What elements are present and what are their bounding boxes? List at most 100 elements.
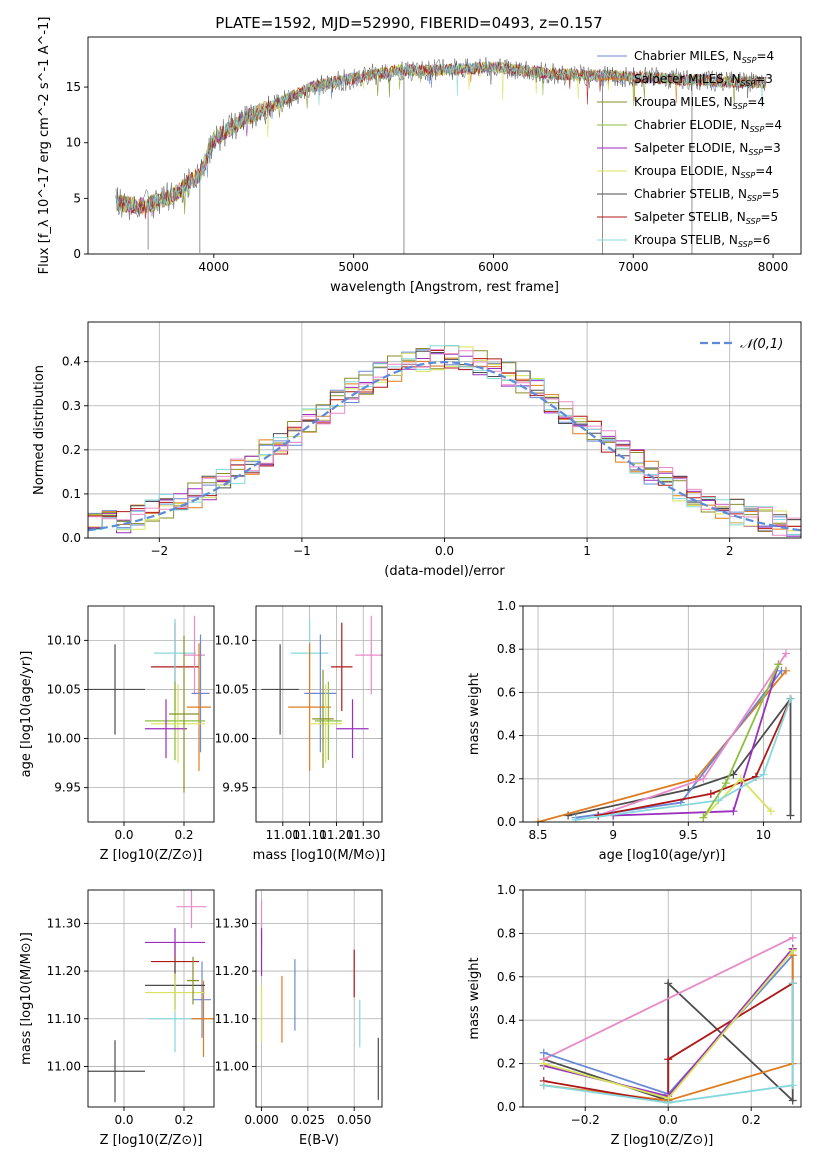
weight-marker bbox=[788, 1081, 797, 1090]
x-tick-label: 9 bbox=[609, 828, 617, 842]
legend-entry: Salpeter ELODIE, NSSP=3 bbox=[634, 141, 781, 157]
legend-entry: Kroupa ELODIE, NSSP=4 bbox=[634, 164, 773, 180]
y-tick-label: 5 bbox=[73, 191, 81, 205]
weight-marker bbox=[766, 807, 775, 816]
y-axis-label: mass [log10(M/M⊙)] bbox=[19, 932, 34, 1065]
weight-line bbox=[702, 663, 780, 819]
x-axis-label: Z [log10(Z/Z⊙)] bbox=[611, 1133, 714, 1148]
legend-entry: Salpeter MILES, NSSP=3 bbox=[634, 72, 773, 88]
y-tick-label: 10 bbox=[66, 136, 81, 150]
x-tick-label: 11.30 bbox=[346, 828, 380, 842]
weight-line bbox=[543, 983, 794, 1104]
y-tick-label: 11.30 bbox=[47, 916, 81, 930]
x-tick-label: −0.2 bbox=[571, 1113, 600, 1127]
weight-marker bbox=[788, 1096, 797, 1105]
y-tick-label: 0.0 bbox=[62, 531, 81, 545]
plot-area bbox=[88, 890, 214, 1103]
x-tick-label: 7000 bbox=[618, 260, 649, 274]
y-tick-label: 11.20 bbox=[47, 964, 81, 978]
plot-area bbox=[534, 649, 795, 822]
weight-marker bbox=[664, 979, 673, 988]
y-tick-label: 9.95 bbox=[222, 781, 249, 795]
weight-marker bbox=[736, 774, 745, 783]
weight-marker bbox=[788, 979, 797, 988]
x-axis-label: Z [log10(Z/Z⊙)] bbox=[100, 848, 203, 863]
y-tick-label: 10.10 bbox=[215, 633, 249, 647]
y-tick-label: 11.10 bbox=[47, 1012, 81, 1026]
weight-marker bbox=[571, 815, 580, 822]
y-axis-label: mass weight bbox=[467, 673, 482, 755]
weight-marker bbox=[534, 818, 543, 822]
weight-marker bbox=[699, 813, 708, 822]
y-tick-label: 0.1 bbox=[62, 487, 81, 501]
y-axis-label: Flux [f_λ 10^-17 erg cm^-2 s^-1 A^-1] bbox=[37, 17, 52, 275]
y-tick-label: 0.4 bbox=[497, 1013, 516, 1027]
panel-mass_vs_Z: 0.0 0.2 11.00 11.10 11.20 11.30 Z [log10(Z/Z⊙)… bbox=[19, 889, 215, 1148]
y-tick-label: 0 bbox=[73, 247, 81, 261]
panel-age_vs_Z: 0.0 0.2 9.95 10.00 10.05 10.10 Z [log10(Z/Z⊙)]… bbox=[19, 605, 215, 863]
y-axis-label: Normed distribution bbox=[32, 365, 47, 495]
x-tick-label: 0.2 bbox=[174, 1113, 193, 1127]
axes-box bbox=[255, 605, 383, 823]
x-tick-label: 9.5 bbox=[679, 828, 698, 842]
axes-frame: 0.000 0.025 0.050 11.00 11.10 11.20 11.30 E(B-V… bbox=[215, 889, 383, 1148]
y-tick-label: 0.8 bbox=[497, 926, 516, 940]
weight-marker bbox=[699, 774, 708, 783]
weight-marker bbox=[788, 933, 797, 942]
y-tick-label: 11.30 bbox=[215, 916, 249, 930]
axes-box bbox=[522, 889, 802, 1108]
y-tick-label: 10.05 bbox=[47, 682, 81, 696]
normal-curve bbox=[88, 360, 801, 532]
y-tick-label: 1.0 bbox=[497, 599, 516, 613]
x-tick-label: 2 bbox=[726, 544, 734, 558]
x-tick-label: 1 bbox=[583, 544, 591, 558]
axes-frame: 4000 5000 6000 7000 8000 0 5 10 15 wavelength [An… bbox=[37, 17, 802, 295]
y-tick-label: 11.10 bbox=[215, 1012, 249, 1026]
plot-area bbox=[115, 56, 767, 254]
histogram-step bbox=[88, 349, 801, 538]
y-tick-label: 11.00 bbox=[47, 1059, 81, 1073]
axes-box bbox=[87, 605, 215, 823]
axes-box bbox=[87, 36, 802, 255]
x-tick-label: 11.10 bbox=[292, 828, 326, 842]
weight-line bbox=[543, 936, 794, 1061]
y-axis-label: mass weight bbox=[467, 957, 482, 1039]
x-tick-label: 0.2 bbox=[742, 1113, 761, 1127]
legend-entry: 𝒩(0,1) bbox=[740, 337, 783, 352]
x-tick-label: 0.025 bbox=[291, 1113, 325, 1127]
panel-weight_vs_Z: −0.2 0.0 0.2 0.0 0.2 0.4 0.6 0.8 1.0 Z [log10(Z/Z… bbox=[467, 883, 802, 1148]
plot-area bbox=[88, 345, 801, 538]
legend-entry: Kroupa MILES, NSSP=4 bbox=[634, 95, 765, 111]
y-tick-label: 0.0 bbox=[497, 1100, 516, 1114]
axes-frame: 0.0 0.2 9.95 10.00 10.05 10.10 Z [log10(Z/Z⊙)]… bbox=[19, 605, 215, 863]
axes-frame: −2 −1 0.0 1 2 0.0 0.1 0.2 0.3 0.4 (data-model)/err… bbox=[32, 321, 802, 579]
weight-marker bbox=[777, 666, 786, 675]
legend-entry: Salpeter STELIB, NSSP=5 bbox=[634, 210, 778, 226]
weight-marker bbox=[759, 770, 768, 779]
y-tick-label: 10.05 bbox=[215, 682, 249, 696]
weight-line bbox=[575, 670, 783, 819]
x-tick-label: 0.0 bbox=[659, 1113, 678, 1127]
panel-spectrum: 4000 5000 6000 7000 8000 0 5 10 15 wavelength [An… bbox=[37, 17, 802, 295]
x-tick-label: 0.050 bbox=[337, 1113, 371, 1127]
y-tick-label: 11.00 bbox=[215, 1059, 249, 1073]
x-tick-label: 0.0 bbox=[435, 544, 454, 558]
x-tick-label: 5000 bbox=[338, 260, 369, 274]
axes-box bbox=[255, 889, 383, 1108]
x-tick-label: 11.00 bbox=[266, 828, 300, 842]
x-tick-label: 8.5 bbox=[528, 828, 547, 842]
axes-box bbox=[87, 889, 215, 1108]
y-tick-label: 15 bbox=[66, 80, 81, 94]
x-tick-label: 11.20 bbox=[319, 828, 353, 842]
y-tick-label: 11.20 bbox=[215, 964, 249, 978]
x-axis-label: Z [log10(Z/Z⊙)] bbox=[100, 1133, 203, 1148]
x-tick-label: 0.0 bbox=[114, 828, 133, 842]
x-tick-label: 8000 bbox=[758, 260, 789, 274]
weight-marker bbox=[539, 1059, 548, 1068]
legend-entry: Chabrier ELODIE, NSSP=4 bbox=[634, 118, 782, 134]
weight-line bbox=[537, 670, 787, 822]
weight-marker bbox=[729, 807, 738, 816]
legend-entry: Kroupa STELIB, NSSP=6 bbox=[634, 233, 770, 249]
x-axis-label: wavelength [Angstrom, rest frame] bbox=[330, 280, 559, 295]
